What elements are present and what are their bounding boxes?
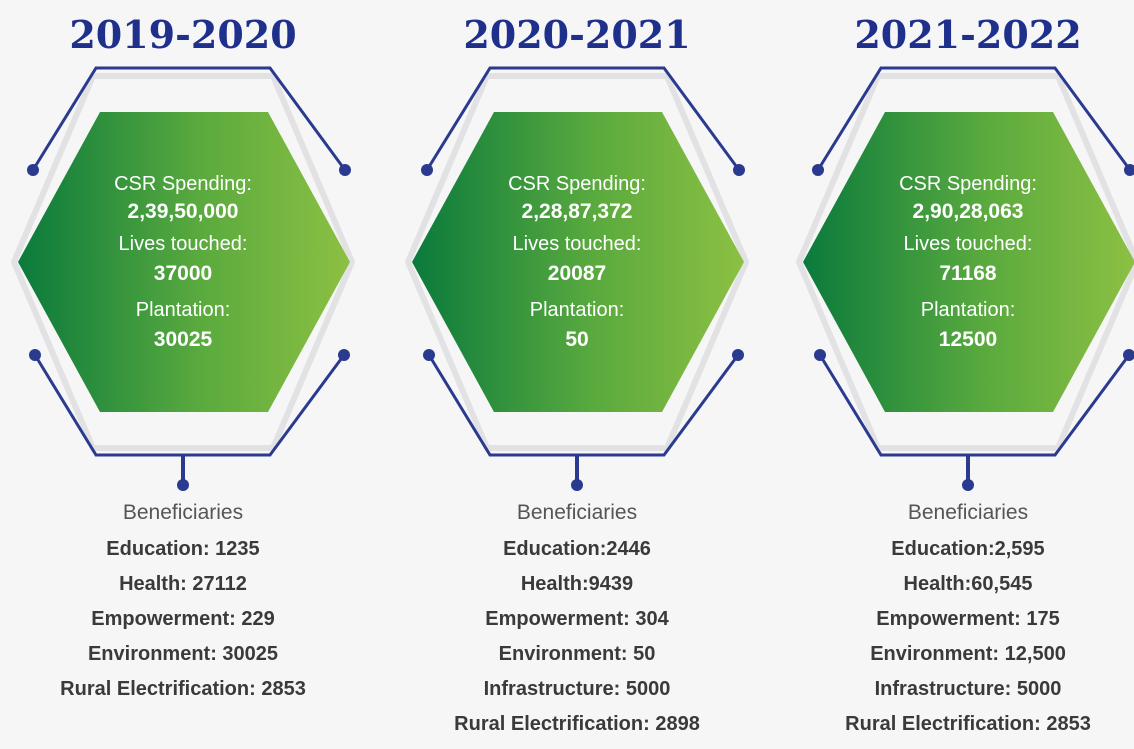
connector-dot xyxy=(423,349,435,361)
beneficiary-line: Health:60,545 xyxy=(904,573,1033,595)
plantation-label: Plantation: xyxy=(921,299,1016,321)
plantation: 12500 xyxy=(939,328,997,351)
connector-dot xyxy=(27,164,39,176)
connector-dot xyxy=(29,349,41,361)
beneficiary-line: Education:2446 xyxy=(503,538,651,560)
connector-dot xyxy=(1123,349,1134,361)
year-column: 2019-2020 CSR Spending: 2,39,50,000 Lives t… xyxy=(10,12,356,700)
spending-label: CSR Spending: xyxy=(114,173,252,195)
lives: 71168 xyxy=(939,262,997,285)
beneficiary-line: Empowerment: 175 xyxy=(876,608,1059,630)
beneficiary-line: Rural Electrification: 2853 xyxy=(60,678,306,700)
beneficiaries-title: Beneficiaries xyxy=(123,501,243,524)
spending: 2,90,28,063 xyxy=(913,200,1024,223)
beneficiary-line: Environment: 12,500 xyxy=(870,643,1066,665)
hex-fill xyxy=(18,112,350,412)
beneficiary-line: Rural Electrification: 2853 xyxy=(845,713,1091,735)
lives-label: Lives touched: xyxy=(119,233,248,255)
spending: 2,39,50,000 xyxy=(128,200,239,223)
plantation: 30025 xyxy=(154,328,213,351)
spending-label: CSR Spending: xyxy=(508,173,646,195)
connector-dot xyxy=(338,349,350,361)
connector-dot xyxy=(733,164,745,176)
beneficiary-line: Empowerment: 304 xyxy=(485,608,669,630)
hex-outline-top xyxy=(425,66,741,171)
spending-label: CSR Spending: xyxy=(899,173,1037,195)
hex-fill xyxy=(412,112,744,412)
connector-dot xyxy=(421,164,433,176)
hex-fill xyxy=(803,112,1134,412)
lives-label: Lives touched: xyxy=(904,233,1033,255)
connector-dot xyxy=(1124,164,1134,176)
connector-dot xyxy=(732,349,744,361)
beneficiary-line: Health: 27112 xyxy=(119,573,247,595)
plantation-label: Plantation: xyxy=(136,299,231,321)
year-title: 2020-2021 xyxy=(463,12,690,57)
hex-outline-top xyxy=(816,66,1132,171)
beneficiary-line: Empowerment: 229 xyxy=(91,608,274,630)
year-title: 2021-2022 xyxy=(854,12,1081,57)
beneficiary-line: Environment: 50 xyxy=(499,643,656,665)
connector-dot xyxy=(177,479,189,491)
beneficiary-line: Health:9439 xyxy=(521,573,633,595)
year-column: 2020-2021 CSR Spending: 2,28,87,372 Lives t… xyxy=(404,12,750,735)
beneficiary-line: Rural Electrification: 2898 xyxy=(454,713,700,735)
beneficiary-line: Environment: 30025 xyxy=(88,643,278,665)
beneficiaries-title: Beneficiaries xyxy=(517,501,637,524)
lives: 20087 xyxy=(548,262,606,285)
connector-dot xyxy=(814,349,826,361)
connector-dot xyxy=(339,164,351,176)
spending: 2,28,87,372 xyxy=(522,200,633,223)
plantation-label: Plantation: xyxy=(530,299,625,321)
plantation: 50 xyxy=(565,328,588,351)
beneficiary-line: Infrastructure: 5000 xyxy=(484,678,671,700)
connector-dot xyxy=(812,164,824,176)
lives-label: Lives touched: xyxy=(513,233,642,255)
hex-outline-top xyxy=(31,66,347,171)
lives: 37000 xyxy=(154,262,212,285)
beneficiary-line: Education: 1235 xyxy=(106,538,259,560)
connector-dot xyxy=(962,479,974,491)
beneficiaries-title: Beneficiaries xyxy=(908,501,1028,524)
beneficiary-line: Education:2,595 xyxy=(891,538,1044,560)
year-title: 2019-2020 xyxy=(69,12,296,57)
beneficiary-line: Infrastructure: 5000 xyxy=(875,678,1062,700)
year-column: 2021-2022 CSR Spending: 2,90,28,063 Lives t… xyxy=(795,12,1134,735)
connector-dot xyxy=(571,479,583,491)
